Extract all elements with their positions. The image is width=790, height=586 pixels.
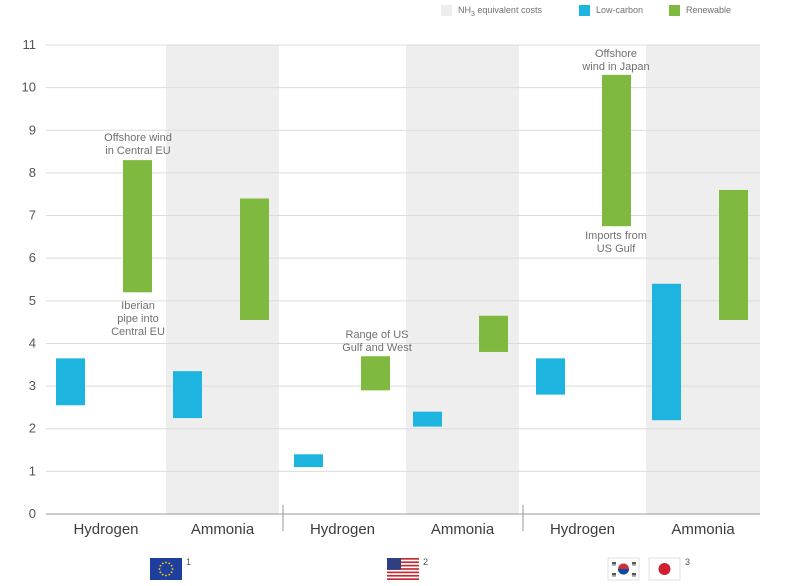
y-tick-label: 4 — [29, 335, 36, 350]
annotation-label: Range of US — [346, 329, 409, 341]
y-tick-label: 0 — [29, 506, 36, 521]
category-label-hydrogen: Hydrogen — [73, 521, 138, 538]
low-carbon-bar-4 — [413, 411, 442, 427]
low-carbon-bar-2 — [173, 371, 202, 419]
y-tick-label: 2 — [29, 421, 36, 436]
y-tick-label: 6 — [29, 250, 36, 265]
low-carbon-bar-6 — [652, 283, 681, 421]
low-carbon-bar-1 — [56, 358, 85, 406]
renewable-bar-1 — [123, 160, 152, 293]
y-tick-label: 8 — [29, 165, 36, 180]
nh3-shaded-band — [406, 45, 519, 514]
y-tick-label: 7 — [29, 208, 36, 223]
annotation-label: wind in Japan — [581, 61, 649, 73]
us-flag-icon — [387, 558, 419, 580]
annotation-label: Central EU — [111, 326, 165, 338]
legend-swatch-low — [579, 5, 590, 16]
renewable-bar-3 — [361, 356, 390, 391]
renewable-bar-4 — [479, 315, 508, 352]
japan-flag-icon — [648, 557, 681, 581]
low-carbon-bar-5 — [536, 358, 565, 395]
y-tick-label: 1 — [29, 463, 36, 478]
footnote-marker: 3 — [685, 557, 690, 567]
annotation-label: Offshore — [595, 48, 637, 60]
legend-swatch-nh3 — [441, 5, 452, 16]
category-label-ammonia: Ammonia — [191, 521, 255, 538]
y-tick-label: 9 — [29, 122, 36, 137]
annotation-label: Gulf and West — [342, 342, 412, 354]
category-label-hydrogen: Hydrogen — [550, 521, 615, 538]
eu-flag-icon — [150, 558, 182, 580]
legend-label-low: Low-carbon — [596, 5, 643, 15]
annotation-label: Offshore wind — [104, 132, 172, 144]
renewable-bar-2 — [240, 198, 269, 321]
low-carbon-bar-3 — [294, 454, 323, 468]
legend-label-ren: Renewable — [686, 5, 731, 15]
legend-label-nh3: NH3 equivalent costs — [458, 5, 542, 18]
category-label-ammonia: Ammonia — [431, 521, 495, 538]
annotation-label: Imports from — [585, 230, 647, 242]
annotation-label: in Central EU — [105, 145, 170, 157]
category-label-hydrogen: Hydrogen — [310, 521, 375, 538]
renewable-bar-6 — [719, 189, 748, 321]
y-tick-label: 3 — [29, 378, 36, 393]
annotation-label: US Gulf — [597, 243, 636, 255]
annotation-label: pipe into — [117, 313, 159, 325]
category-label-ammonia: Ammonia — [671, 521, 735, 538]
legend-swatch-ren — [669, 5, 680, 16]
korea-flag-icon — [607, 557, 640, 581]
y-tick-label: 10 — [22, 80, 36, 95]
y-tick-label: 5 — [29, 293, 36, 308]
y-tick-label: 11 — [23, 37, 37, 52]
annotation-label: Iberian — [121, 300, 155, 312]
footnote-marker: 1 — [186, 557, 191, 567]
renewable-bar-5 — [602, 74, 631, 227]
footnote-marker: 2 — [423, 557, 428, 567]
